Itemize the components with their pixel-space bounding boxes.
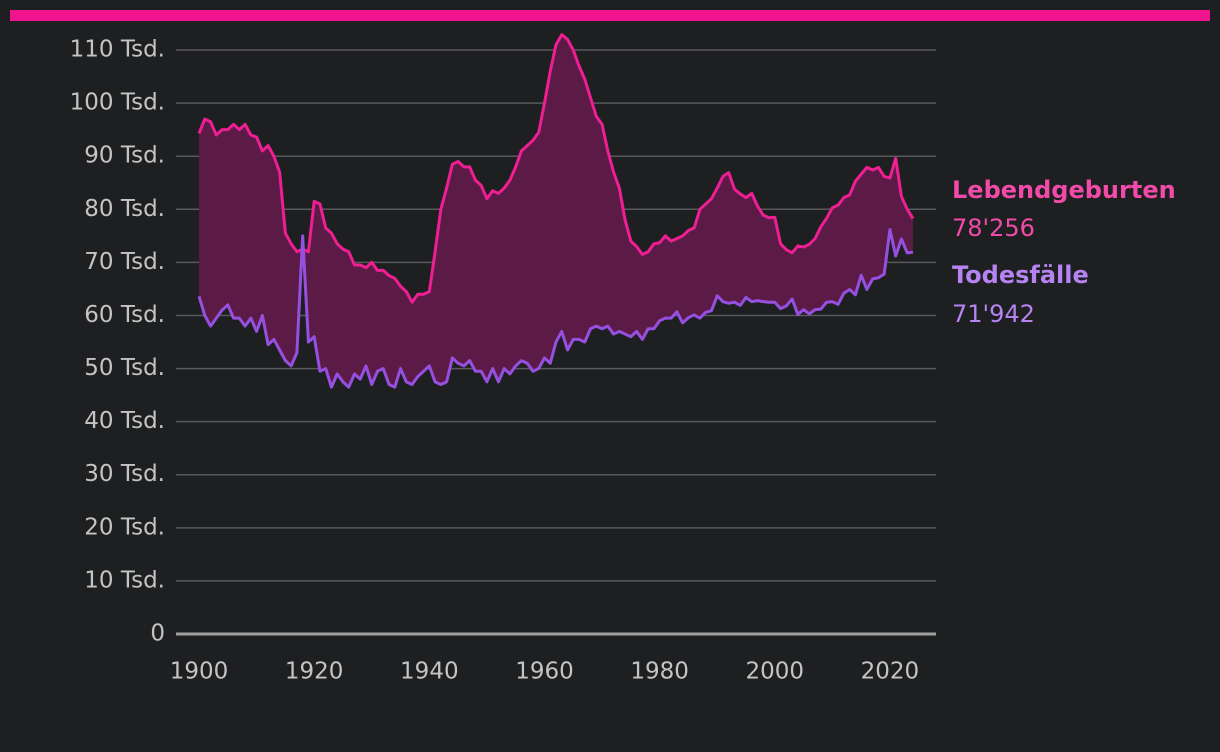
y-tick-label: 30 Tsd.: [84, 461, 165, 487]
x-tick-label: 2020: [861, 659, 920, 685]
y-tick-label: 10 Tsd.: [84, 567, 165, 593]
y-tick-label: 80 Tsd.: [84, 196, 165, 222]
y-tick-label: 110 Tsd.: [70, 37, 165, 63]
x-tick-label: 1920: [285, 659, 344, 685]
x-tick-label: 1960: [515, 659, 574, 685]
end-value-label: 78'256: [952, 214, 1035, 242]
y-tick-label: 0: [150, 621, 165, 647]
y-tick-label: 100 Tsd.: [70, 90, 165, 116]
y-tick-label: 40 Tsd.: [84, 408, 165, 434]
x-tick-label: 1940: [400, 659, 459, 685]
y-tick-label: 70 Tsd.: [84, 249, 165, 275]
x-tick-label: 2000: [746, 659, 805, 685]
y-tick-label: 20 Tsd.: [84, 514, 165, 540]
y-tick-label: 90 Tsd.: [84, 143, 165, 169]
x-tick-label: 1980: [630, 659, 689, 685]
series-line: [197, 227, 914, 389]
end-value-label: 71'942: [952, 300, 1035, 328]
series-line: [197, 33, 915, 304]
gap-area: [199, 34, 913, 388]
y-tick-label: 50 Tsd.: [84, 355, 165, 381]
series-name: Lebendgeburten: [952, 176, 1176, 204]
series-name: Todesfälle: [952, 261, 1089, 289]
top-bar: [10, 10, 1210, 21]
x-tick-label: 1900: [170, 659, 229, 685]
y-tick-label: 60 Tsd.: [84, 302, 165, 328]
